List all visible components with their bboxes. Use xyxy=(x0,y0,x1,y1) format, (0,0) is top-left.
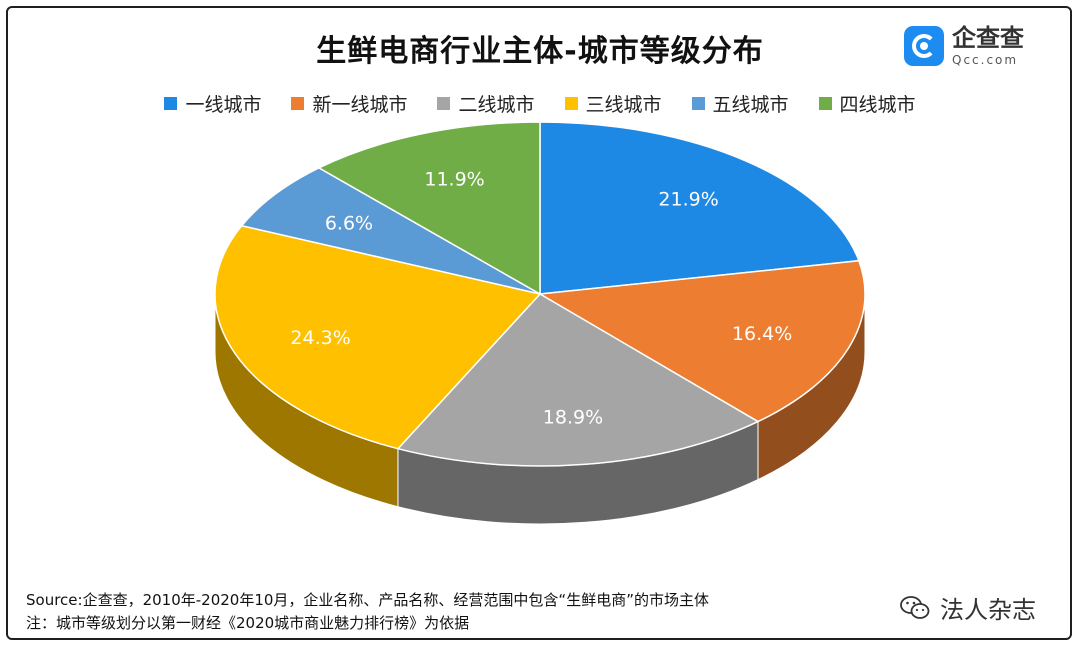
legend-label: 二线城市 xyxy=(458,94,535,116)
legend-item: 二线城市 xyxy=(437,90,535,117)
legend-item: 五线城市 xyxy=(691,90,789,117)
legend-swatch xyxy=(164,97,178,110)
qcc-logo-icon xyxy=(904,26,944,66)
pie-slice xyxy=(214,224,542,450)
legend-swatch xyxy=(818,97,832,110)
data-label: 11.9% xyxy=(424,169,484,191)
wechat-name: 法人杂志 xyxy=(940,596,1036,624)
legend-label: 新一线城市 xyxy=(312,94,408,116)
pie-slice xyxy=(317,121,541,296)
pie-slice xyxy=(240,167,541,295)
legend-label: 三线城市 xyxy=(585,94,662,116)
legend-item: 一线城市 xyxy=(164,90,261,117)
brand-logo: 企查查 Qcc.com xyxy=(904,26,1024,66)
brand-name: 企查查 xyxy=(952,24,1024,52)
legend-label: 一线城市 xyxy=(185,94,262,116)
pie-slice xyxy=(539,121,860,295)
data-label: 6.6% xyxy=(325,212,373,234)
pie-slice xyxy=(537,259,866,423)
legend-label: 五线城市 xyxy=(712,94,789,116)
legend-swatch xyxy=(437,97,451,110)
source-note: Source:企查查，2010年-2020年10月，企业名称、产品名称、经营范围… xyxy=(26,591,709,609)
data-label: 16.4% xyxy=(732,323,792,345)
data-label: 24.3% xyxy=(290,327,350,349)
data-label: 21.9% xyxy=(658,188,718,210)
legend-item: 新一线城市 xyxy=(291,90,407,117)
chart-legend: 一线城市 新一线城市 二线城市 三线城市 五线城市 四线城市 xyxy=(0,90,1080,117)
wechat-account: 法人杂志 xyxy=(900,590,1036,625)
footnote: 注：城市等级划分以第一财经《2020城市商业魅力排行榜》为依据 xyxy=(26,614,470,632)
brand-domain: Qcc.com xyxy=(952,53,1019,67)
legend-swatch xyxy=(691,97,705,110)
legend-swatch xyxy=(291,97,305,110)
legend-item: 三线城市 xyxy=(564,90,662,117)
wechat-icon xyxy=(900,595,930,619)
legend-label: 四线城市 xyxy=(839,94,916,116)
legend-item: 四线城市 xyxy=(818,90,916,117)
chart-footer: Source:企查查，2010年-2020年10月，企业名称、产品名称、经营范围… xyxy=(26,589,709,635)
legend-swatch xyxy=(564,97,578,110)
data-label: 18.9% xyxy=(543,407,603,429)
pie-slice xyxy=(396,293,760,467)
chart-title: 生鲜电商行业主体-城市等级分布 xyxy=(316,34,764,69)
